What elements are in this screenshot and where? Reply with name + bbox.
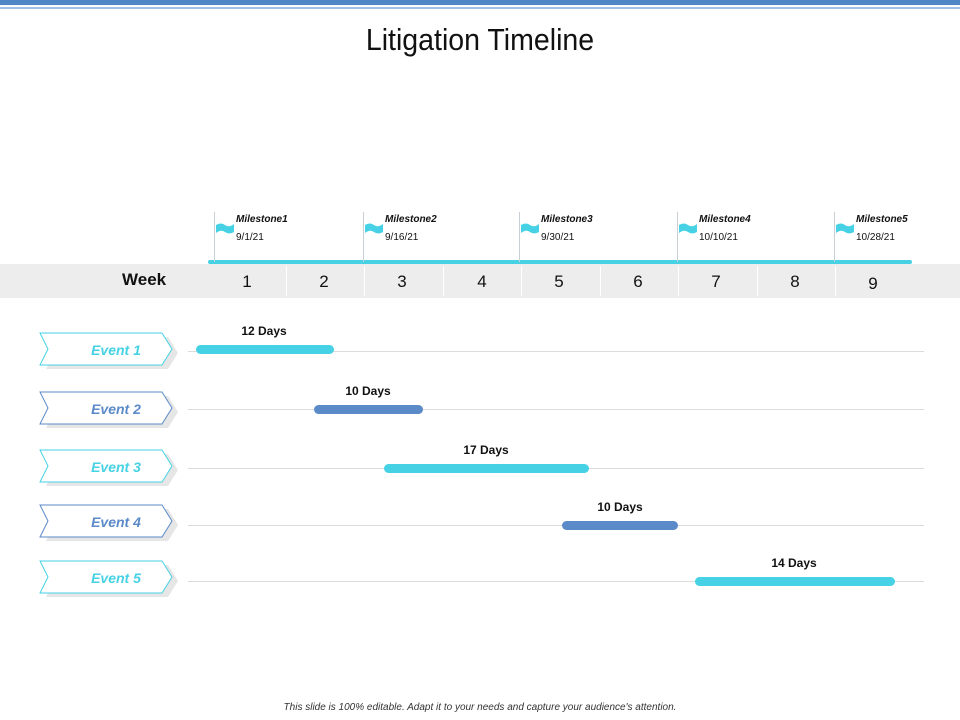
week-number: 2 bbox=[319, 272, 329, 291]
milestone-date: 10/28/21 bbox=[856, 232, 895, 243]
duration-label: 10 Days bbox=[345, 384, 391, 398]
milestone-date: 9/16/21 bbox=[385, 232, 419, 243]
week-divider bbox=[835, 266, 836, 296]
week-band bbox=[0, 264, 960, 298]
row-gridline bbox=[188, 581, 924, 582]
event-tag-4: Event 4 bbox=[38, 503, 178, 543]
duration-bar bbox=[384, 464, 589, 473]
week-divider bbox=[443, 266, 444, 296]
row-gridline bbox=[188, 351, 924, 352]
milestone-5: Milestone5 10/28/21 bbox=[834, 212, 944, 264]
event-label: Event 4 bbox=[91, 514, 141, 530]
page-title: Litigation Timeline bbox=[365, 22, 595, 57]
duration-label: 17 Days bbox=[463, 443, 509, 457]
milestone-date: 9/1/21 bbox=[236, 232, 264, 243]
milestone-date: 10/10/21 bbox=[699, 232, 738, 243]
event-label: Event 1 bbox=[91, 342, 141, 358]
milestone-date: 9/30/21 bbox=[541, 232, 575, 243]
flag-icon bbox=[521, 223, 539, 234]
milestone-track bbox=[208, 260, 912, 264]
week-label: Week bbox=[122, 270, 167, 289]
duration-bar bbox=[314, 405, 423, 414]
chevron-tag-icon bbox=[39, 332, 178, 369]
milestone-name: Milestone4 bbox=[699, 214, 751, 225]
week-number: 4 bbox=[477, 272, 487, 291]
week-number: 9 bbox=[868, 274, 878, 293]
milestone-4: Milestone4 10/10/21 bbox=[677, 212, 787, 264]
duration-bar bbox=[695, 577, 895, 586]
week-divider bbox=[600, 266, 601, 296]
chevron-tag-icon bbox=[39, 391, 178, 428]
milestone-name: Milestone2 bbox=[385, 214, 437, 225]
chevron-tag-icon bbox=[39, 504, 178, 541]
event-label: Event 2 bbox=[91, 401, 141, 417]
row-gridline bbox=[188, 525, 924, 526]
week-number: 8 bbox=[790, 272, 800, 291]
flag-icon bbox=[836, 223, 854, 234]
top-rule-thin bbox=[0, 7, 960, 9]
event-label: Event 3 bbox=[91, 459, 141, 475]
footer-note: This slide is 100% editable. Adapt it to… bbox=[283, 702, 677, 713]
duration-label: 14 Days bbox=[771, 556, 817, 570]
week-divider bbox=[364, 266, 365, 296]
flag-icon bbox=[679, 223, 697, 234]
milestone-name: Milestone1 bbox=[236, 214, 288, 225]
week-divider bbox=[678, 266, 679, 296]
event-tag-3: Event 3 bbox=[38, 448, 178, 488]
event-tag-1: Event 1 bbox=[38, 331, 178, 371]
week-divider bbox=[286, 266, 287, 296]
duration-bar bbox=[196, 345, 334, 354]
top-rule bbox=[0, 0, 960, 5]
week-number: 6 bbox=[633, 272, 643, 291]
chevron-tag-icon bbox=[39, 560, 178, 597]
flag-icon bbox=[365, 223, 383, 234]
event-tag-5: Event 5 bbox=[38, 559, 178, 599]
milestone-2: Milestone2 9/16/21 bbox=[363, 212, 473, 264]
duration-label: 12 Days bbox=[241, 324, 287, 338]
duration-bar bbox=[562, 521, 678, 530]
event-label: Event 5 bbox=[91, 570, 141, 586]
milestone-name: Milestone3 bbox=[541, 214, 593, 225]
week-divider bbox=[757, 266, 758, 296]
week-divider bbox=[521, 266, 522, 296]
milestone-3: Milestone3 9/30/21 bbox=[519, 212, 629, 264]
week-number: 3 bbox=[397, 272, 407, 291]
flag-icon bbox=[216, 223, 234, 234]
week-number: 5 bbox=[554, 272, 564, 291]
row-gridline bbox=[188, 409, 924, 410]
week-number: 1 bbox=[242, 272, 252, 291]
duration-label: 10 Days bbox=[597, 500, 643, 514]
week-number: 7 bbox=[711, 272, 721, 291]
event-tag-2: Event 2 bbox=[38, 390, 178, 430]
chevron-tag-icon bbox=[39, 449, 178, 486]
milestone-name: Milestone5 bbox=[856, 214, 908, 225]
milestone-1: Milestone1 9/1/21 bbox=[214, 212, 324, 264]
